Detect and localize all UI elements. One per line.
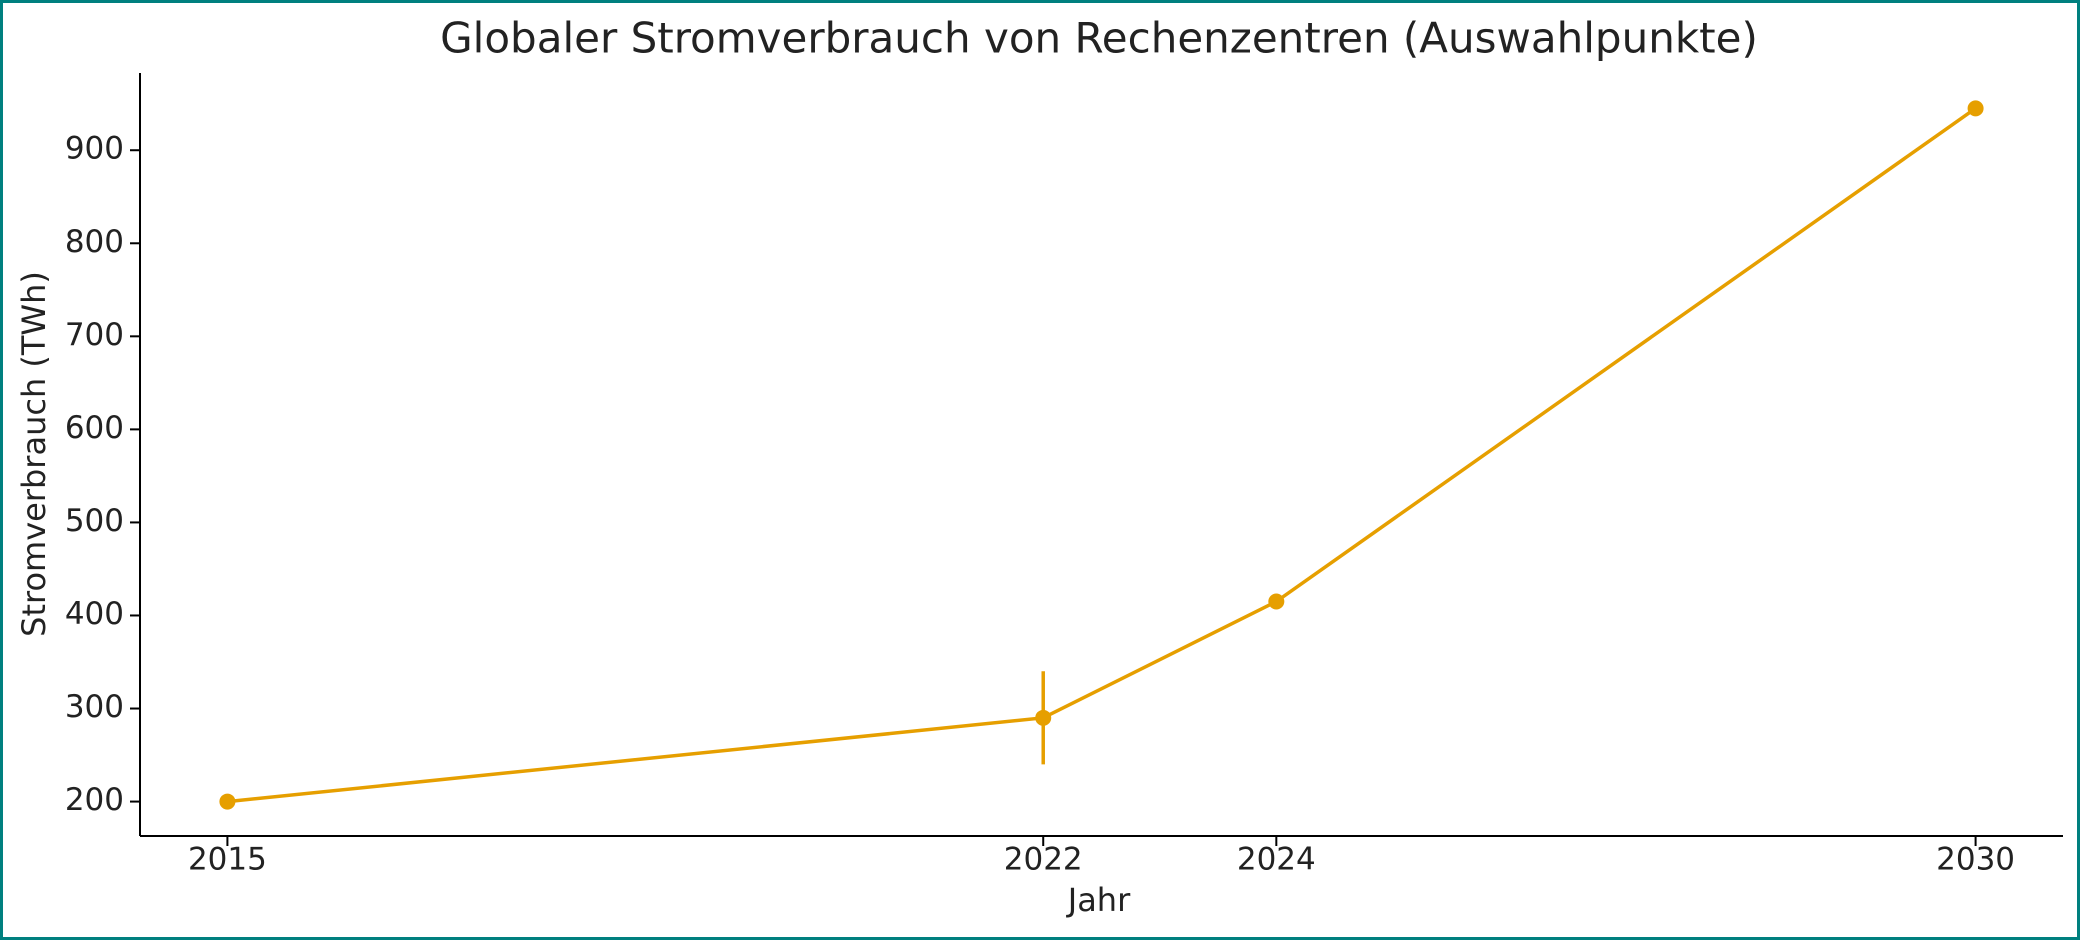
data-line [227,106,1977,804]
y-tick-label: 200 [65,782,124,818]
chart-title: Globaler Stromverbrauch von Rechenzentre… [440,14,1758,63]
data-point [1967,100,1984,117]
x-tick-label: 2022 [1004,842,1083,878]
y-axis-label: Stromverbrauch (TWh) [15,271,53,637]
y-tick-label: 600 [65,410,124,446]
x-axis-label: Jahr [1066,881,1131,919]
y-tick-label: 900 [65,131,124,167]
x-tick-label: 2024 [1237,842,1316,878]
y-tick-label: 800 [65,224,124,260]
y-tick-label: 400 [65,596,124,632]
data-point [1035,709,1052,726]
y-tick-label: 700 [65,317,124,353]
y-tick-label: 500 [65,503,124,539]
data-point [219,793,236,810]
data-point [1268,593,1285,610]
y-tick-label: 300 [65,689,124,725]
chart: Globaler Stromverbrauch von Rechenzentre… [15,14,2063,919]
x-tick-label: 2030 [1936,842,2015,878]
x-tick-label: 2015 [188,842,267,878]
